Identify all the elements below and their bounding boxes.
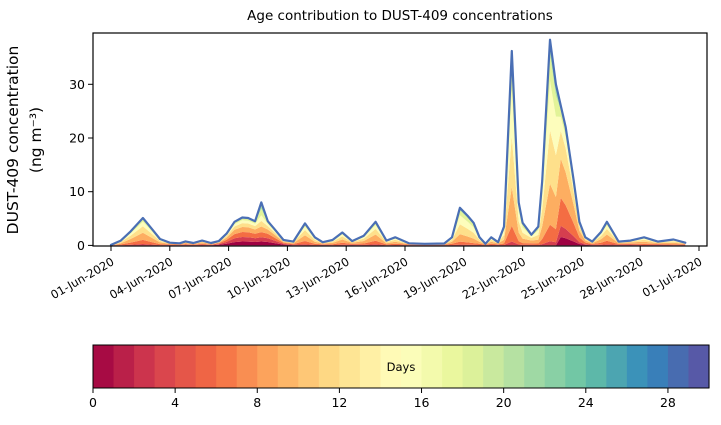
colorbar-tick-label: 12 bbox=[331, 395, 347, 410]
colorbar-segment bbox=[688, 345, 710, 388]
colorbar-segment bbox=[236, 345, 258, 388]
colorbar-border bbox=[92, 344, 710, 389]
age-colorbar: 0 4 8 12 16 20 24 28 Days bbox=[89, 344, 710, 410]
colorbar-label: Days bbox=[387, 360, 416, 374]
age-layer-5 bbox=[111, 80, 686, 246]
colorbar-segment bbox=[606, 345, 628, 388]
x-tick-label: 25-Jun-2020 bbox=[519, 254, 587, 302]
colorbar-segment bbox=[524, 345, 546, 388]
stacked-area-layers bbox=[111, 39, 686, 246]
y-tick-label: 20 bbox=[69, 131, 85, 146]
y-axis-ticks: 0 10 20 30 bbox=[69, 77, 93, 253]
colorbar-segment bbox=[277, 345, 299, 388]
age-layer-4 bbox=[111, 130, 686, 246]
x-tick-label: 13-Jun-2020 bbox=[283, 254, 351, 302]
colorbar-segment bbox=[134, 345, 156, 388]
y-tick-label: 10 bbox=[69, 184, 85, 199]
age-layer-0 bbox=[111, 237, 686, 246]
axes-frame bbox=[92, 32, 708, 247]
colorbar-segment bbox=[93, 345, 115, 388]
colorbar-segment bbox=[442, 345, 464, 388]
age-layer-2 bbox=[111, 197, 686, 246]
x-tick-label: 07-Jun-2020 bbox=[166, 254, 234, 302]
colorbar-segment bbox=[544, 345, 566, 388]
y-axis-label-line2: (ng m⁻³) bbox=[27, 107, 45, 173]
x-tick-label: 19-Jun-2020 bbox=[401, 254, 469, 302]
colorbar-tick-label: 24 bbox=[578, 395, 594, 410]
colorbar-segment bbox=[565, 345, 587, 388]
colorbar-segment bbox=[503, 345, 525, 388]
age-layer-6 bbox=[111, 54, 686, 245]
age-layer-3 bbox=[111, 158, 686, 246]
colorbar-segment bbox=[298, 345, 320, 388]
colorbar-segment bbox=[647, 345, 669, 388]
colorbar-segment bbox=[318, 345, 340, 388]
age-layer-7 bbox=[111, 39, 686, 245]
x-tick-label: 01-Jul-2020 bbox=[640, 254, 705, 299]
colorbar-segment bbox=[585, 345, 607, 388]
total-line-path bbox=[109, 38, 687, 246]
y-axis-label-line1: DUST-409 concentration bbox=[4, 46, 22, 235]
colorbar-segment bbox=[339, 345, 361, 388]
colorbar-tick-label: 28 bbox=[660, 395, 676, 410]
colorbar-tick-label: 20 bbox=[496, 395, 512, 410]
colorbar-tick-label: 4 bbox=[171, 395, 179, 410]
colorbar-segment bbox=[421, 345, 443, 388]
colorbar-segment bbox=[626, 345, 648, 388]
x-tick-label: 04-Jun-2020 bbox=[107, 254, 175, 302]
colorbar-tick-label: 8 bbox=[253, 395, 261, 410]
colorbar-segment bbox=[462, 345, 484, 388]
colorbar-tick-label: 16 bbox=[414, 395, 430, 410]
x-tick-label: 22-Jun-2020 bbox=[460, 254, 528, 302]
colorbar-segment bbox=[154, 345, 176, 388]
x-tick-label: 01-Jun-2020 bbox=[48, 254, 116, 302]
colorbar-segment bbox=[175, 345, 197, 388]
x-tick-label: 16-Jun-2020 bbox=[342, 254, 410, 302]
colorbar-segment bbox=[380, 345, 402, 388]
y-tick-label: 30 bbox=[69, 77, 85, 92]
x-tick-label: 10-Jun-2020 bbox=[225, 254, 293, 302]
colorbar-segment bbox=[483, 345, 505, 388]
y-tick-label: 0 bbox=[77, 238, 85, 253]
colorbar-segment bbox=[113, 345, 135, 388]
colorbar-segment bbox=[667, 345, 690, 388]
colorbar-tick-label: 0 bbox=[89, 395, 97, 410]
x-axis-ticks: 01-Jun-202004-Jun-202007-Jun-202010-Jun-… bbox=[48, 246, 705, 302]
colorbar-segment bbox=[216, 345, 238, 388]
total-concentration-line bbox=[109, 38, 687, 246]
age-layer-1 bbox=[111, 225, 686, 246]
chart-title: Age contribution to DUST-409 concentrati… bbox=[247, 8, 553, 24]
colorbar-segment bbox=[359, 345, 382, 388]
colorbar-segment bbox=[257, 345, 279, 388]
x-tick-label: 28-Jun-2020 bbox=[577, 254, 645, 302]
colorbar-segment bbox=[401, 345, 423, 388]
colorbar-segment bbox=[195, 345, 217, 388]
